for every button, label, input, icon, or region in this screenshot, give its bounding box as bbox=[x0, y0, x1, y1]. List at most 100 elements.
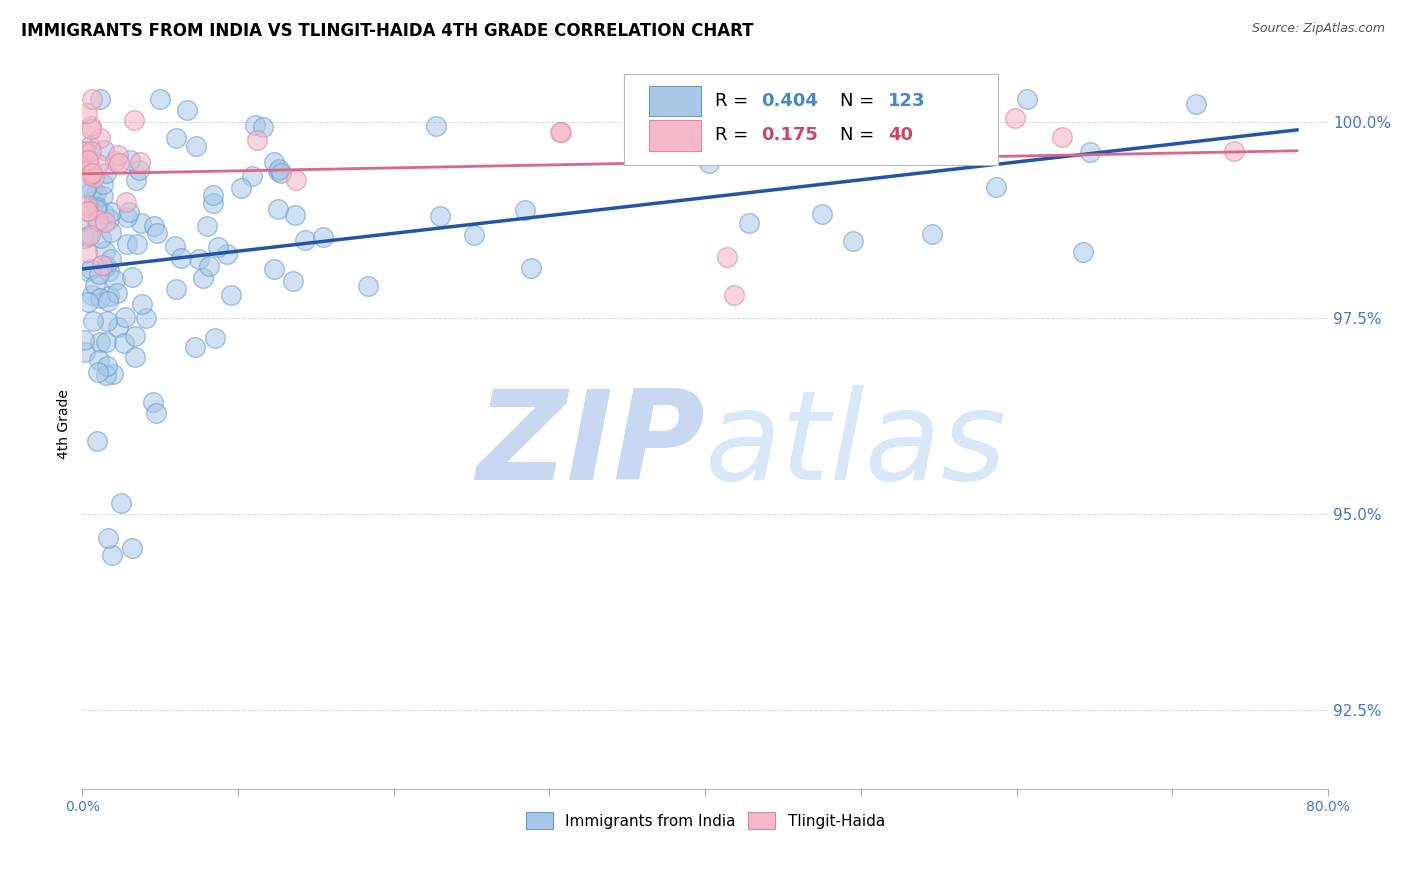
Point bbox=[165, 282, 187, 296]
Point bbox=[90, 231, 112, 245]
Point bbox=[263, 155, 285, 169]
Point bbox=[79, 168, 101, 182]
Point bbox=[79, 138, 101, 153]
Bar bbox=[650, 86, 702, 117]
Point bbox=[96, 531, 118, 545]
Point bbox=[82, 314, 104, 328]
Point bbox=[463, 227, 485, 242]
Point bbox=[135, 311, 157, 326]
Point bbox=[82, 92, 104, 106]
Point bbox=[75, 214, 97, 228]
Point bbox=[1015, 92, 1038, 106]
Point bbox=[101, 549, 124, 563]
Text: 0.175: 0.175 bbox=[761, 127, 818, 145]
Point bbox=[110, 496, 132, 510]
Point bbox=[84, 202, 107, 216]
Point bbox=[89, 335, 111, 350]
Text: 0.404: 0.404 bbox=[761, 92, 818, 110]
Point bbox=[681, 138, 703, 153]
Point bbox=[114, 310, 136, 325]
Text: 40: 40 bbox=[889, 127, 914, 145]
Point bbox=[86, 365, 108, 379]
Point bbox=[96, 359, 118, 373]
Point bbox=[76, 203, 98, 218]
Point bbox=[129, 154, 152, 169]
Point bbox=[103, 154, 125, 169]
Point bbox=[73, 334, 96, 348]
Point bbox=[125, 173, 148, 187]
Point bbox=[520, 260, 543, 275]
Point bbox=[76, 203, 98, 218]
Point bbox=[86, 214, 108, 228]
Point bbox=[82, 182, 104, 196]
Point bbox=[149, 92, 172, 106]
Point bbox=[128, 162, 150, 177]
Point bbox=[87, 157, 110, 171]
Point bbox=[97, 289, 120, 303]
Point bbox=[270, 166, 292, 180]
Point bbox=[219, 288, 242, 302]
Point bbox=[75, 181, 97, 195]
Point bbox=[1078, 145, 1101, 159]
Point bbox=[94, 244, 117, 258]
Point bbox=[198, 259, 221, 273]
Point bbox=[131, 297, 153, 311]
Point bbox=[252, 120, 274, 134]
Text: Source: ZipAtlas.com: Source: ZipAtlas.com bbox=[1251, 22, 1385, 36]
Text: ZIP: ZIP bbox=[477, 385, 706, 507]
Point bbox=[122, 113, 145, 128]
FancyBboxPatch shape bbox=[624, 74, 998, 165]
Point bbox=[98, 211, 121, 226]
Point bbox=[112, 335, 135, 350]
Point bbox=[1223, 145, 1246, 159]
Point bbox=[73, 157, 96, 171]
Point bbox=[83, 194, 105, 208]
Point bbox=[267, 202, 290, 216]
Point bbox=[115, 194, 138, 209]
Point bbox=[124, 350, 146, 364]
Point bbox=[80, 144, 103, 158]
Point bbox=[810, 207, 832, 221]
Point bbox=[77, 229, 100, 244]
Point bbox=[93, 143, 115, 157]
Point bbox=[87, 267, 110, 281]
Point bbox=[79, 228, 101, 243]
Point bbox=[284, 208, 307, 222]
Point bbox=[124, 328, 146, 343]
Point bbox=[98, 264, 121, 278]
Point bbox=[723, 287, 745, 301]
Text: atlas: atlas bbox=[706, 385, 1007, 507]
Point bbox=[86, 434, 108, 448]
Point bbox=[73, 144, 96, 158]
Point bbox=[357, 278, 380, 293]
Point bbox=[73, 153, 96, 167]
Text: N =: N = bbox=[839, 92, 880, 110]
Point bbox=[170, 251, 193, 265]
Point bbox=[96, 314, 118, 328]
Point bbox=[83, 278, 105, 293]
Point bbox=[121, 270, 143, 285]
Point bbox=[1071, 244, 1094, 259]
Text: N =: N = bbox=[839, 127, 886, 145]
Point bbox=[229, 181, 252, 195]
Point bbox=[94, 335, 117, 350]
Point bbox=[91, 188, 114, 202]
Point bbox=[73, 145, 96, 160]
Point bbox=[267, 161, 290, 176]
Point bbox=[87, 212, 110, 227]
Point bbox=[737, 216, 759, 230]
Point bbox=[143, 219, 166, 234]
Point bbox=[165, 131, 187, 145]
Point bbox=[311, 230, 333, 244]
Point bbox=[873, 143, 896, 157]
Point bbox=[125, 237, 148, 252]
Point bbox=[89, 92, 111, 106]
Point bbox=[93, 215, 115, 229]
Point bbox=[699, 92, 721, 106]
Point bbox=[716, 250, 738, 264]
Point bbox=[188, 252, 211, 266]
Point bbox=[80, 287, 103, 301]
Point bbox=[93, 207, 115, 221]
Point bbox=[76, 106, 98, 120]
Point bbox=[429, 209, 451, 223]
